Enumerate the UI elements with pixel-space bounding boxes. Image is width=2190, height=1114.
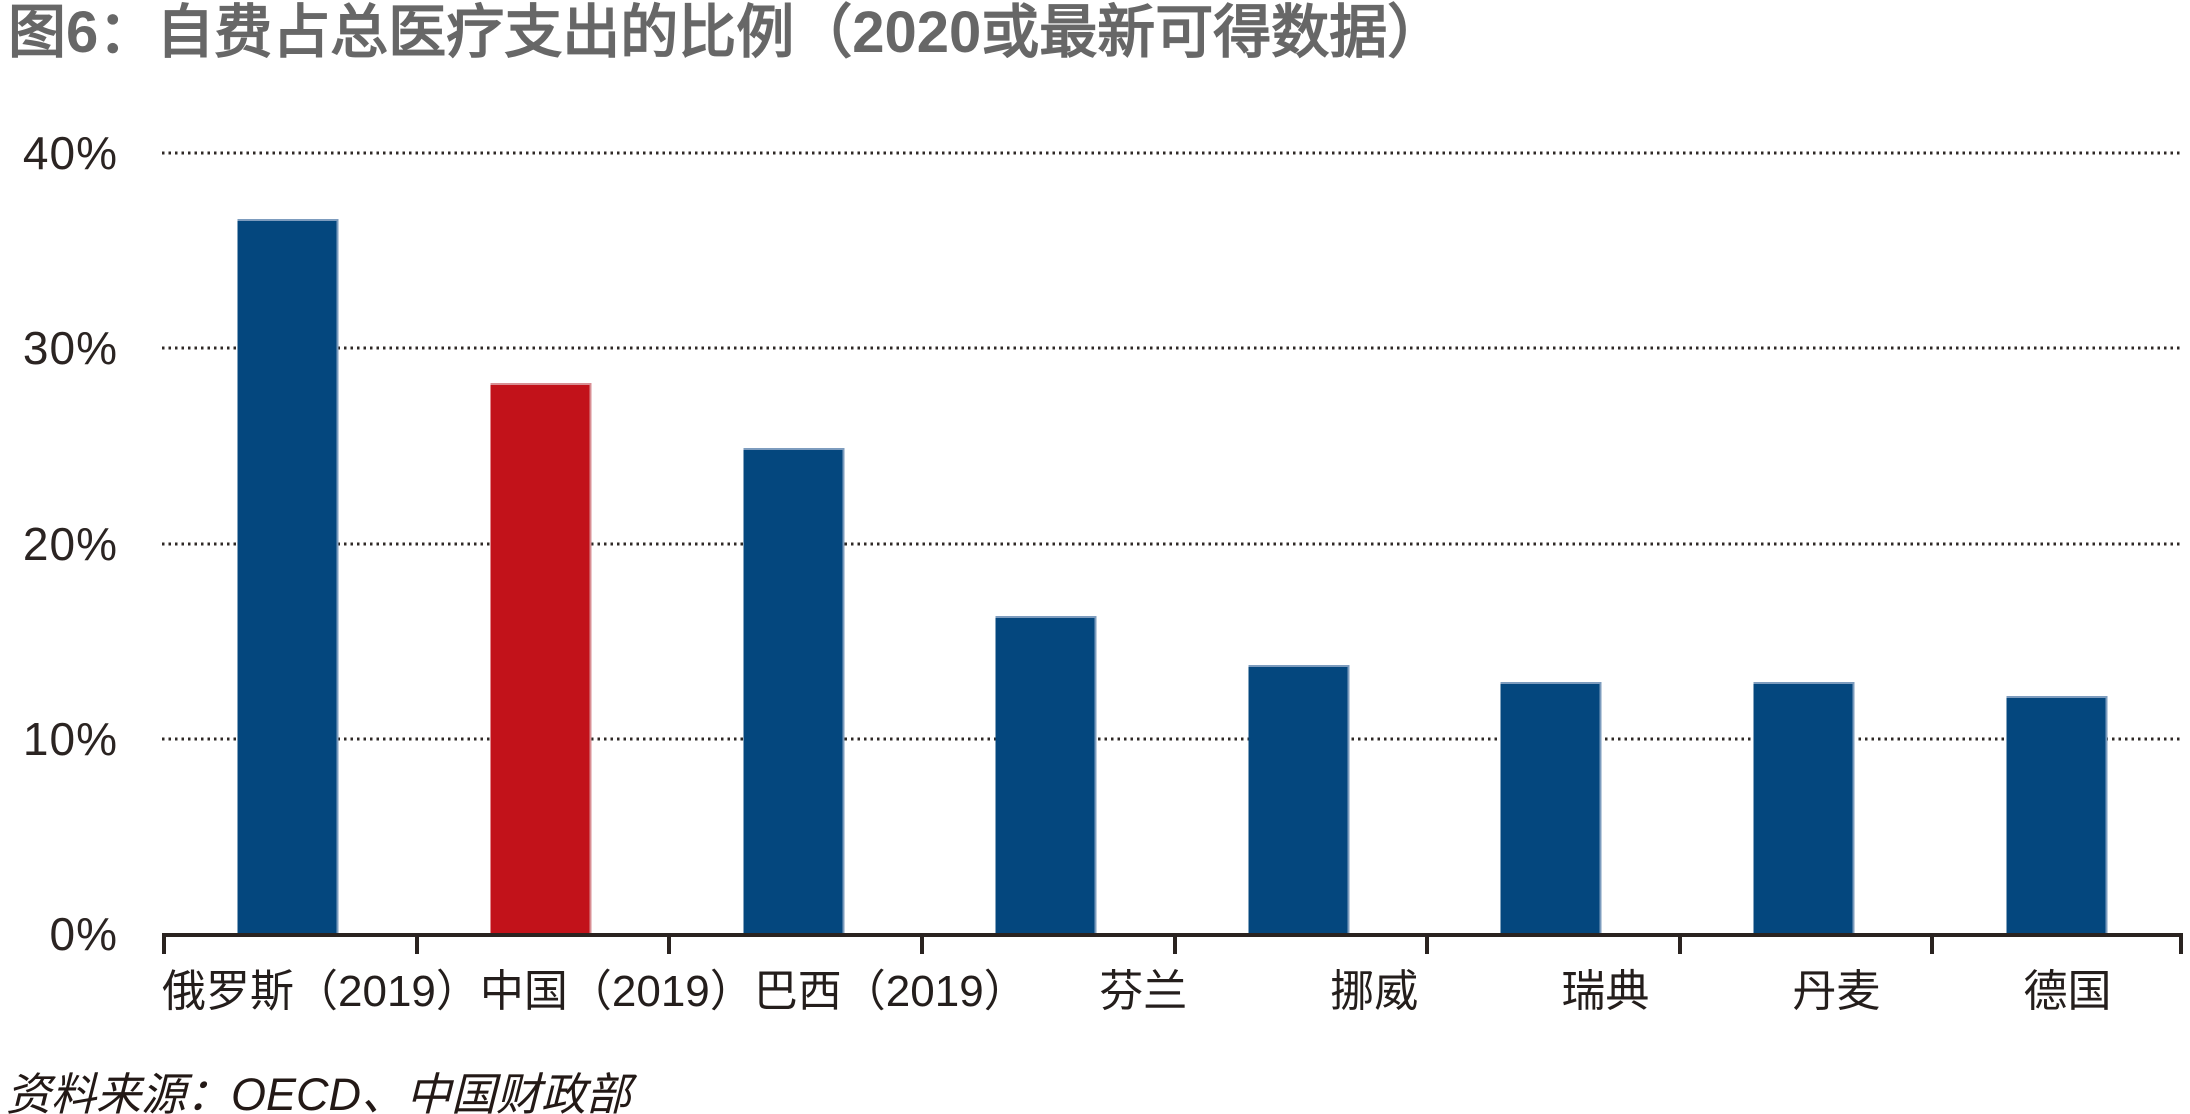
x-tick-label-russia-2019: 俄罗斯（2019） (162, 967, 480, 1016)
x-tick-label-norway: 挪威 (1330, 967, 1419, 1016)
bar-series (162, 153, 2183, 934)
bar-norway (1248, 664, 1350, 934)
axis-tick-6 (1677, 937, 1682, 954)
bar-finland (995, 615, 1097, 934)
axis-tick-1 (414, 937, 419, 954)
x-tick-label-germany: 德国 (2023, 967, 2112, 1016)
bar-brazil-2019 (743, 447, 845, 934)
bar-slot-sweden (1425, 153, 1678, 934)
bar-slot-finland (920, 153, 1173, 934)
gridline-40 (162, 151, 2183, 155)
source-note: 资料来源：OECD、中国财政部 (6, 1069, 632, 1114)
y-tick-label-40: 40% (22, 127, 118, 179)
x-tick-label-sweden: 瑞典 (1561, 967, 1650, 1016)
chart-title: 图6：自费占总医疗支出的比例（2020或最新可得数据） (8, 0, 1446, 65)
bar-slot-norway (1173, 153, 1426, 934)
bar-slot-brazil-2019 (667, 153, 920, 934)
y-tick-label-20: 20% (22, 517, 118, 570)
bar-russia-2019 (237, 219, 339, 934)
axis-tick-5 (1425, 937, 1430, 954)
x-tick-label-china-2019: 中国（2019） (479, 967, 754, 1016)
axis-tick-7 (1930, 937, 1935, 954)
bar-denmark (1753, 682, 1855, 934)
y-tick-label-0: 0% (49, 908, 118, 960)
y-tick-label-10: 10% (22, 712, 118, 765)
y-tick-label-30: 30% (22, 322, 118, 375)
axis-tick-0 (162, 937, 166, 954)
bar-sweden (1500, 682, 1602, 934)
gridline-10 (162, 737, 2183, 741)
bar-slot-russia-2019 (162, 153, 415, 934)
bar-slot-denmark (1678, 153, 1931, 934)
x-axis-line (162, 933, 2183, 954)
bar-slot-germany (1930, 153, 2183, 934)
y-axis-labels: 40% 30% 20% 10% 0% (0, 127, 118, 960)
bar-germany (2006, 695, 2108, 934)
axis-tick-8 (2179, 937, 2183, 954)
gridline-30 (162, 346, 2183, 350)
plot-area (162, 151, 2183, 954)
x-axis-labels: 俄罗斯（2019） 中国（2019） 巴西（2019） 芬兰 挪威 瑞典 丹麦 德国 (162, 955, 2183, 1019)
x-tick-label-brazil-2019: 巴西（2019） (753, 967, 1028, 1016)
axis-tick-4 (1172, 937, 1177, 954)
x-tick-label-denmark: 丹麦 (1792, 967, 1881, 1016)
gridline-20 (162, 542, 2183, 545)
x-tick-label-finland: 芬兰 (1099, 967, 1188, 1016)
bar-slot-china-2019 (415, 153, 668, 934)
axis-tick-2 (667, 937, 672, 954)
bar-china-2019 (490, 383, 592, 934)
axis-tick-3 (919, 937, 924, 954)
